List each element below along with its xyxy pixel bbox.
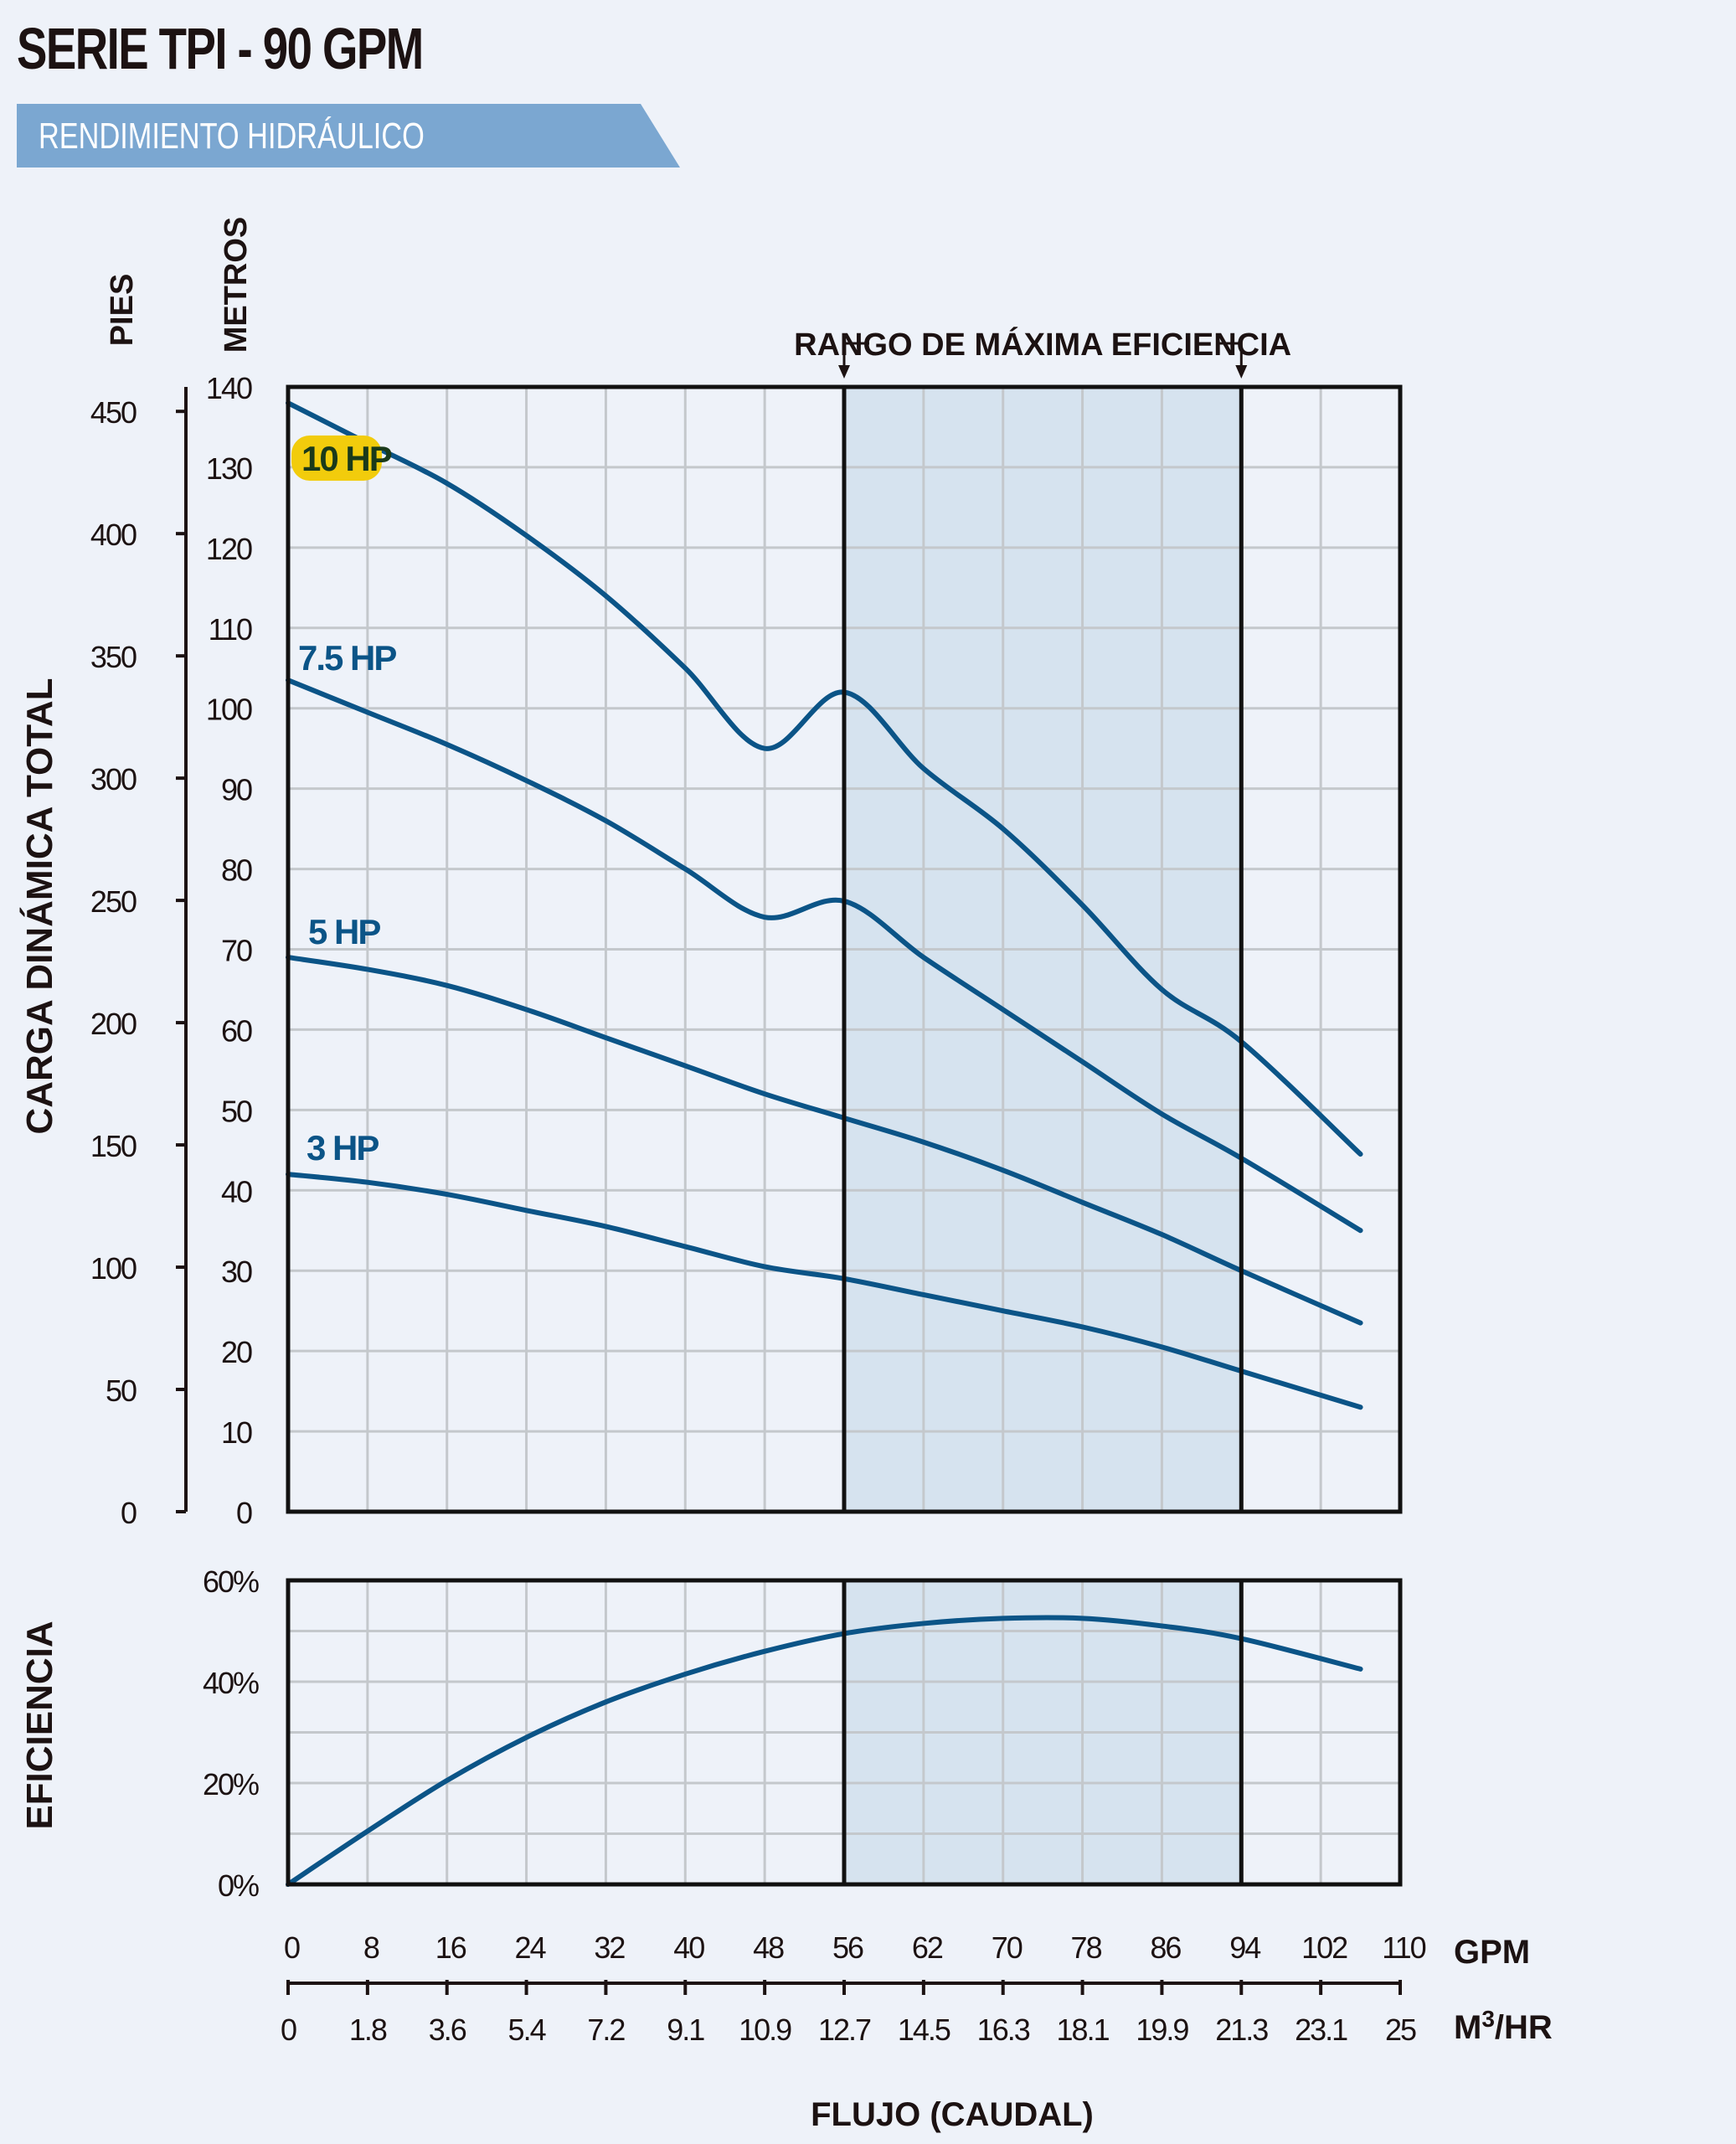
x-tick-gpm: 110 bbox=[1382, 1930, 1425, 1965]
y-tick-metros: 90 bbox=[221, 773, 252, 807]
x-tick-gpm: 40 bbox=[673, 1930, 704, 1965]
y-tick-pies: 250 bbox=[90, 884, 137, 919]
x-tick-m3hr: 1.8 bbox=[349, 2013, 387, 2047]
y-tick-pies: 0 bbox=[121, 1496, 137, 1530]
y-axis-title-efficiency: EFICIENCIA bbox=[19, 1621, 60, 1829]
x-tick-m3hr: 14.5 bbox=[898, 2013, 950, 2047]
y-tick-efficiency: 20% bbox=[203, 1767, 259, 1801]
y-tick-metros: 100 bbox=[206, 693, 252, 727]
x-tick-gpm: 8 bbox=[363, 1930, 379, 1965]
y-axis-unit-metros: METROS bbox=[219, 217, 254, 353]
x-tick-gpm: 56 bbox=[832, 1930, 863, 1965]
x-tick-gpm: 0 bbox=[284, 1930, 300, 1965]
x-tick-gpm: 78 bbox=[1071, 1930, 1102, 1965]
y-tick-efficiency: 60% bbox=[203, 1564, 259, 1599]
x-tick-m3hr: 3.6 bbox=[429, 2013, 466, 2047]
x-tick-m3hr: 19.9 bbox=[1136, 2013, 1188, 2047]
band-bracket-left bbox=[842, 342, 869, 368]
head-curve-7-5-hp bbox=[286, 678, 1363, 1234]
series-label: 5 HP bbox=[308, 912, 380, 951]
y-tick-efficiency: 40% bbox=[203, 1666, 259, 1700]
y-tick-pies: 450 bbox=[90, 395, 137, 430]
y-tick-metros: 0 bbox=[236, 1496, 252, 1530]
y-tick-metros: 110 bbox=[209, 612, 252, 647]
m3-per-hr: /HR bbox=[1495, 2009, 1553, 2046]
subtitle-banner bbox=[17, 104, 680, 168]
y-tick-pies: 200 bbox=[90, 1007, 137, 1041]
x-tick-gpm: 102 bbox=[1301, 1930, 1347, 1965]
y-tick-pies: 400 bbox=[90, 518, 137, 552]
series-label: 7.5 HP bbox=[298, 638, 396, 678]
x-axis-unit-m3hr: M3/HR bbox=[1454, 2006, 1553, 2046]
x-tick-m3hr: 25 bbox=[1385, 2013, 1416, 2047]
y-axis-title-head: CARGA DINÁMICA TOTAL bbox=[18, 678, 60, 1134]
efficiency-range-label: RANGO DE MÁXIMA EFICIENCIA bbox=[794, 326, 1291, 363]
x-tick-m3hr: 7.2 bbox=[587, 2013, 625, 2047]
x-axis-title: FLUJO (CAUDAL) bbox=[811, 2096, 1094, 2133]
y-tick-pies: 350 bbox=[90, 640, 137, 674]
head-curve-3-hp bbox=[286, 1172, 1363, 1410]
head-curve-10-hp bbox=[286, 400, 1363, 1157]
y-tick-metros: 30 bbox=[221, 1255, 252, 1289]
efficiency-curve bbox=[286, 1615, 1363, 1887]
y-tick-pies: 50 bbox=[106, 1374, 137, 1408]
y-tick-metros: 80 bbox=[221, 853, 252, 888]
y-tick-metros: 50 bbox=[221, 1094, 252, 1128]
band-arrow-right bbox=[1235, 365, 1248, 379]
x-tick-m3hr: 23.1 bbox=[1295, 2013, 1347, 2047]
head-curve-5-hp bbox=[286, 955, 1363, 1326]
y-tick-pies: 100 bbox=[90, 1251, 137, 1286]
x-tick-m3hr: 9.1 bbox=[667, 2013, 704, 2047]
m3-superscript: 3 bbox=[1481, 2006, 1495, 2032]
x-tick-m3hr: 16.3 bbox=[977, 2013, 1030, 2047]
x-tick-gpm: 24 bbox=[515, 1930, 546, 1965]
x-tick-gpm: 48 bbox=[753, 1930, 784, 1965]
head-chart-frame bbox=[286, 384, 1403, 1514]
x-tick-m3hr: 0 bbox=[281, 2013, 296, 2047]
y-tick-metros: 120 bbox=[206, 532, 252, 566]
y-tick-pies: 300 bbox=[90, 762, 137, 796]
y-tick-efficiency: 0% bbox=[218, 1868, 259, 1903]
y-tick-metros: 60 bbox=[221, 1013, 252, 1048]
y-axis-unit-pies: PIES bbox=[105, 274, 140, 347]
x-tick-m3hr: 21.3 bbox=[1215, 2013, 1268, 2047]
x-tick-gpm: 70 bbox=[992, 1930, 1023, 1965]
x-tick-m3hr: 10.9 bbox=[739, 2013, 791, 2047]
efficiency-y-ticks: 0% 20% 40% 60% bbox=[203, 1564, 260, 1903]
series-label: 10 HP bbox=[301, 439, 392, 478]
band-bracket-right bbox=[1216, 342, 1243, 368]
head-curves bbox=[286, 400, 1363, 1410]
series-label-highlight bbox=[291, 436, 382, 481]
x-tick-gpm: 32 bbox=[594, 1930, 625, 1965]
x-tick-m3hr: 12.7 bbox=[818, 2013, 871, 2047]
y-tick-metros: 140 bbox=[206, 371, 252, 405]
y-tick-metros: 40 bbox=[221, 1174, 252, 1209]
head-y-ticks: 0 10 20 30 40 50 60 70 80 90 100 110 120 130 140 0 50 100… bbox=[90, 371, 254, 1530]
efficiency-curve-line bbox=[286, 1615, 1363, 1887]
x-tick-gpm: 86 bbox=[1150, 1930, 1181, 1965]
x-tick-gpm: 62 bbox=[912, 1930, 943, 1965]
y-tick-metros: 130 bbox=[206, 451, 252, 486]
page-title: SERIE TPI - 90 GPM bbox=[17, 16, 424, 81]
subtitle-text: RENDIMIENTO HIDRÁULICO bbox=[39, 116, 425, 157]
y-tick-metros: 10 bbox=[221, 1415, 252, 1450]
x-tick-m3hr: 5.4 bbox=[508, 2013, 546, 2047]
x-axes: 0 8 16 24 32 40 48 56 62 70 78 86 94 102 110 0 1.8 3.6 5.4… bbox=[281, 1930, 1428, 2047]
head-series-labels: 10 HP 7.5 HP 5 HP 3 HP bbox=[291, 436, 398, 1167]
x-tick-gpm: 94 bbox=[1229, 1930, 1260, 1965]
series-label: 3 HP bbox=[307, 1128, 379, 1167]
x-tick-m3hr: 18.1 bbox=[1057, 2013, 1110, 2047]
y-tick-pies: 150 bbox=[90, 1129, 137, 1163]
y-tick-metros: 70 bbox=[221, 934, 252, 968]
efficiency-chart-frame bbox=[286, 1578, 1403, 1887]
band-arrow-left bbox=[838, 365, 850, 379]
y-tick-metros: 20 bbox=[221, 1335, 252, 1369]
x-axis-unit-gpm: GPM bbox=[1454, 1934, 1530, 1971]
efficiency-range-marker: RANGO DE MÁXIMA EFICIENCIA bbox=[794, 326, 1291, 379]
x-tick-gpm: 16 bbox=[435, 1930, 466, 1965]
